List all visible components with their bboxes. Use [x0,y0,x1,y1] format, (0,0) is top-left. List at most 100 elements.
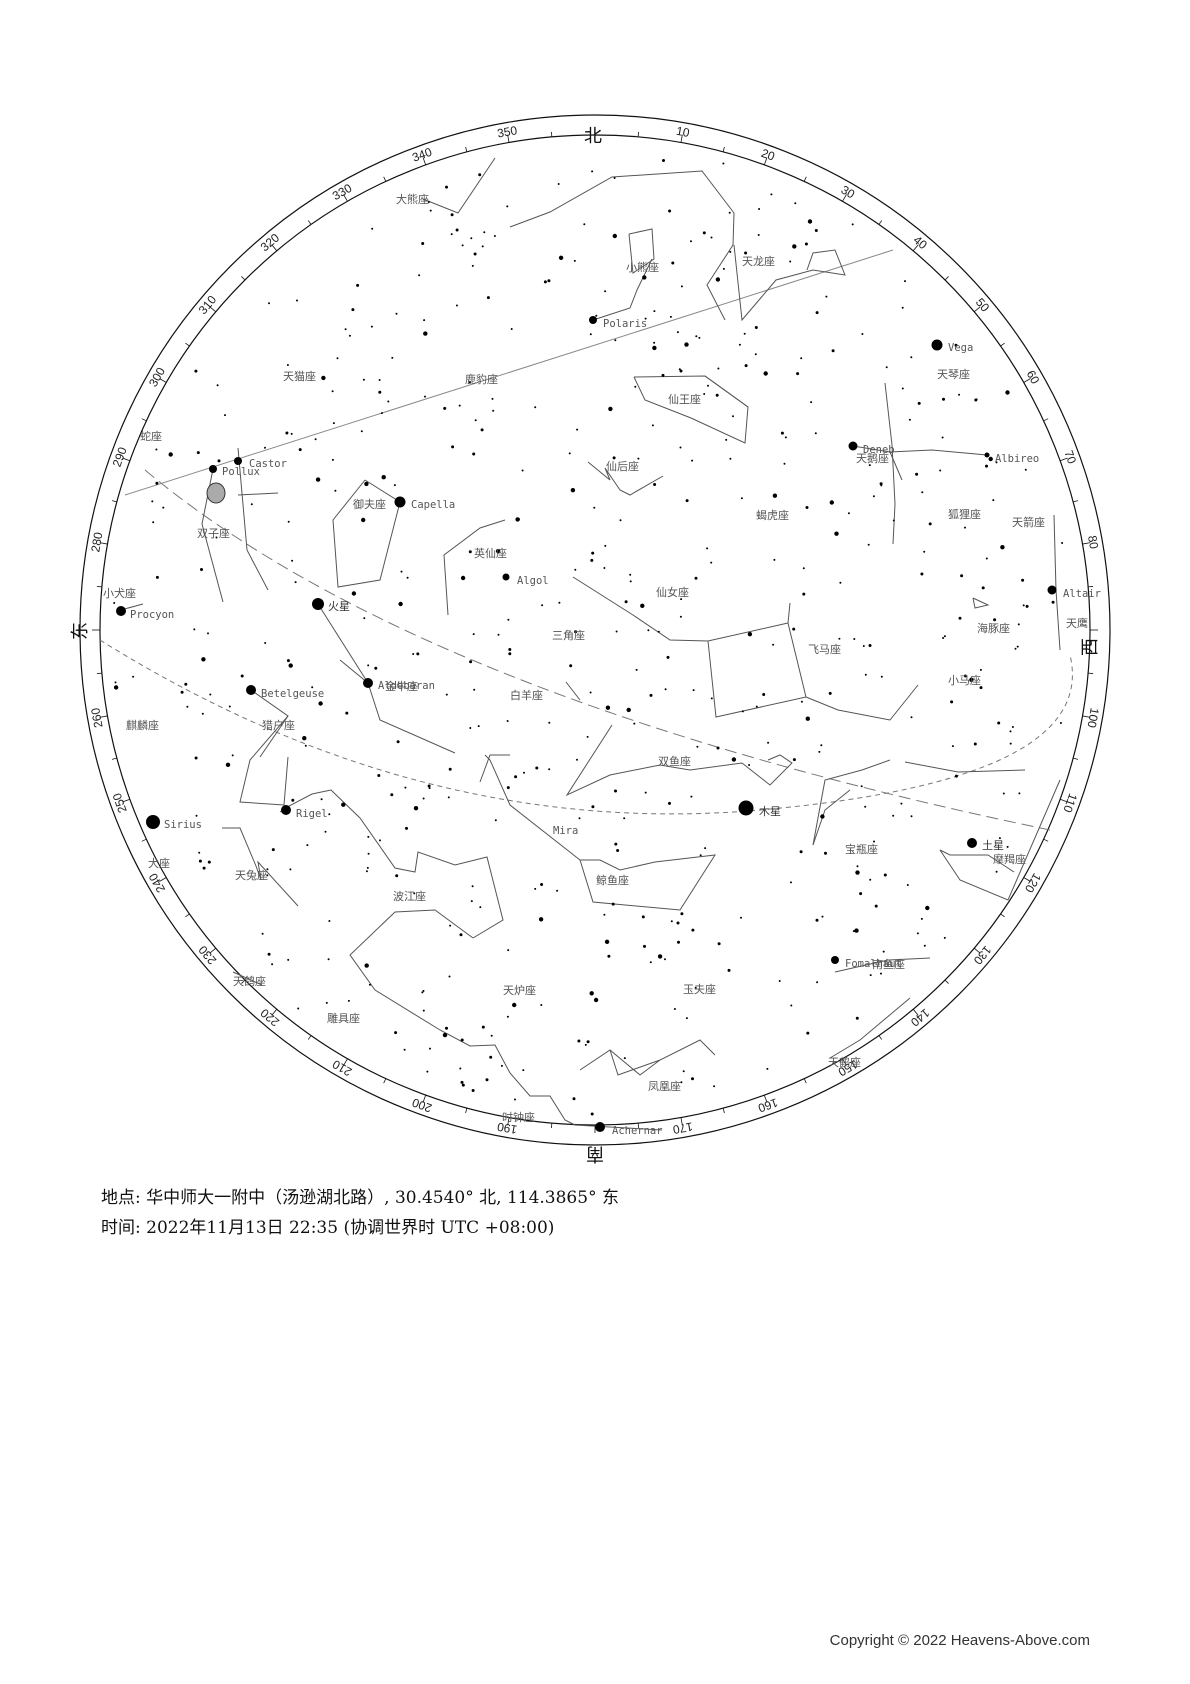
star-dot [194,756,198,760]
star-dot [867,543,870,546]
star-dot [351,308,355,312]
star-label-algol: Algol [517,575,549,587]
star-dot [614,842,618,846]
azimuth-tick [241,979,246,984]
azimuth-ticks [92,127,1098,1133]
star-dot [939,469,942,472]
star-dot [285,431,289,435]
star-dot [824,851,827,855]
star-dot [378,390,382,394]
constellation-label: 天琴座 [937,367,970,381]
star-dot [783,462,786,465]
star-dot [558,601,561,604]
star-dot [328,920,331,922]
star-dot [267,952,271,956]
star-dot [427,784,431,788]
star-dot [806,1031,810,1035]
star-dot [442,1032,448,1038]
star-dot [461,244,464,247]
star-dot [390,793,394,797]
azimuth-tick [141,838,147,842]
star-dot [727,968,731,972]
star-dot [514,1098,516,1101]
star-dot [963,674,967,678]
star-dot [910,716,913,719]
star-label-procyon: Procyon [130,609,174,621]
star-dot [743,332,746,335]
star-dot [641,915,645,919]
star-dot [805,506,809,509]
star-dot [829,500,834,505]
star-dot [729,250,732,253]
star-dot [810,401,813,404]
constellation-label: 麒麟座 [126,718,159,732]
constellation-label: 双子座 [197,526,230,540]
star-dot [814,229,818,232]
star-dot [471,1089,475,1092]
star-dot [584,1043,587,1046]
star-dot [796,372,800,376]
azimuth-tick [122,457,130,462]
star-dot [1002,792,1005,795]
star-dot [661,373,665,377]
star-dot [868,644,872,647]
azimuth-tick [209,947,217,954]
star-dot [426,1070,429,1073]
star-dot [356,283,360,287]
star-dot [800,700,803,703]
star-dot [264,642,267,644]
star-dot [345,711,349,715]
star-dot [480,428,484,432]
star-dot [296,299,298,302]
star-dot [916,932,919,935]
star-dot [523,771,525,774]
constellation-label: 双鱼座 [658,754,691,768]
constellation-label: 天鹅座 [856,451,889,465]
star-dot [1000,545,1005,550]
star-dot [460,1080,464,1084]
constellation-label: 猎户座 [262,718,295,732]
star-dot [669,315,672,318]
star-dot [862,645,865,647]
azimuth-tick [1060,457,1068,462]
star-dot [770,193,773,196]
star-dot [311,686,314,689]
star-dot [198,859,202,863]
star-dot [772,493,778,498]
star-dot [314,438,317,441]
star-dot [381,475,386,480]
star-dot [574,630,578,634]
azimuth-tick [122,798,130,803]
star-dot [1016,645,1019,648]
star-dot [577,1039,581,1043]
star-dot [780,431,784,435]
star-dot [691,459,694,462]
star-dot [494,819,497,822]
star-dot [472,452,476,456]
star-dot [958,393,961,396]
star-dot [613,177,616,179]
star-dot [794,202,797,205]
star-label-aldebaran: Aldebaran [378,680,435,692]
star-dot [364,963,369,968]
star-dot [405,826,408,830]
star-dot [180,690,184,694]
star-dot [367,664,370,667]
star-dot [224,414,226,417]
star-dot [941,436,944,439]
star-dot [670,920,673,923]
star-dot [151,500,154,503]
star-dot [406,576,409,579]
star-dot [635,668,638,671]
azimuth-tick [944,979,949,984]
constellation-labels: 大熊座 小熊座 天龙座 天猫座 鹿豹座 仙王座 天鹅座 狐狸座 天箭座 仙后座 … [103,192,1088,1124]
star-dot [194,369,198,373]
star-dot [614,789,617,793]
azimuth-tick [944,276,949,281]
star-dot [923,550,926,553]
azimuth-tick [842,1058,847,1066]
star-dot [603,913,606,916]
star-dot [758,208,761,210]
star-label-albireo: Albireo [995,453,1039,465]
star-dot [404,786,407,789]
